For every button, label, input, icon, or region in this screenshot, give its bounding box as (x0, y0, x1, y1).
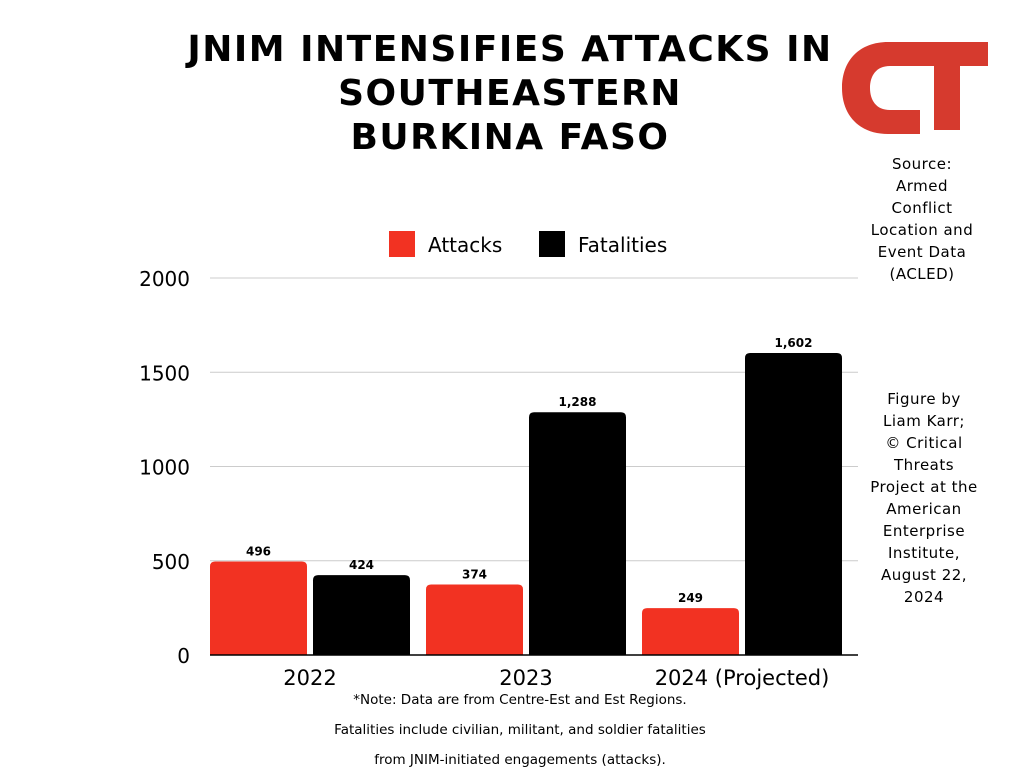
fatalities-bar (745, 353, 842, 655)
footnote-line: *Note: Data are from Centre-Est and Est … (353, 692, 687, 708)
source-line: Source: (891, 155, 953, 173)
legend-label: Fatalities (578, 233, 667, 257)
figure-credit: Figure by Liam Karr; © Critical Threats … (862, 388, 986, 608)
source-line: Armed (895, 177, 949, 195)
chart-title: JNIM INTENSIFIES ATTACKS IN SOUTHEASTERN… (160, 28, 860, 160)
credit-line: Institute, (887, 544, 961, 562)
logo-t-shape (908, 42, 988, 130)
data-label: 1,288 (559, 395, 597, 409)
credit-line: © Critical (885, 434, 963, 452)
legend-swatch (389, 231, 415, 257)
source-line: (ACLED) (889, 265, 955, 283)
credit-line: Figure by (887, 390, 961, 408)
y-tick-label: 1500 (139, 361, 190, 385)
title-line: JNIM INTENSIFIES ATTACKS IN (187, 29, 833, 70)
footnote-line: Fatalities include civilian, militant, a… (334, 722, 706, 738)
data-label: 374 (462, 568, 487, 582)
legend-label: Attacks (428, 233, 502, 257)
data-label: 249 (678, 591, 703, 605)
source-line: Conflict (891, 199, 953, 217)
fatalities-bar (313, 575, 410, 655)
legend-swatch (539, 231, 565, 257)
footnote: *Note: Data are from Centre-Est and Est … (240, 685, 800, 768)
source-note: Source: Armed Conflict Location and Even… (862, 153, 982, 285)
y-tick-label: 2000 (139, 267, 190, 291)
attacks-bar (210, 561, 307, 655)
credit-line: Liam Karr; (883, 412, 965, 430)
ct-logo: CT (842, 42, 988, 134)
attacks-bar (426, 584, 523, 655)
logo-c-shape (842, 42, 920, 134)
y-tick-label: 1000 (139, 456, 190, 480)
x-tick-label: 2024 (Projected) (655, 666, 830, 690)
source-line: Location and (870, 221, 974, 239)
y-tick-label: 500 (152, 550, 190, 574)
title-line: BURKINA FASO (350, 117, 670, 158)
x-tick-label: 2023 (499, 666, 552, 690)
attacks-bar (642, 608, 739, 655)
data-label: 424 (349, 558, 374, 572)
source-line: Event Data (877, 243, 967, 261)
data-label: 1,602 (775, 336, 813, 350)
fatalities-bar (529, 412, 626, 655)
credit-line: Enterprise (882, 522, 966, 540)
credit-line: American (886, 500, 962, 518)
credit-line: August 22, (880, 566, 968, 584)
y-tick-label: 0 (177, 644, 190, 668)
footnote-line: from JNIM-initiated engagements (attacks… (374, 752, 666, 768)
title-line: SOUTHEASTERN (338, 73, 682, 114)
data-label: 496 (246, 545, 271, 559)
credit-line: 2024 (903, 588, 945, 606)
credit-line: Threats (893, 456, 955, 474)
x-tick-label: 2022 (283, 666, 336, 690)
credit-line: Project at the (870, 478, 978, 496)
